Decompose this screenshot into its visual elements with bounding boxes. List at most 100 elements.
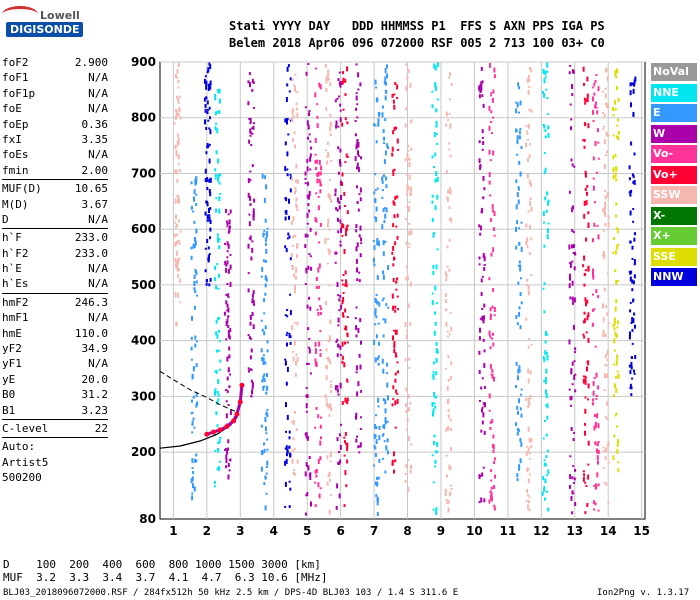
param-name: hmF2 <box>2 295 29 309</box>
interference-column <box>190 176 199 501</box>
param-divider <box>2 228 108 230</box>
param-row: foEp 0.36 <box>2 117 108 132</box>
x-tick-label: 2 <box>203 524 211 538</box>
legend-item-voplus: Vo+ <box>651 165 697 184</box>
f2-trace-point <box>234 411 240 417</box>
param-name: yE <box>2 372 16 386</box>
interference-column <box>173 63 182 327</box>
interference-column <box>628 76 637 397</box>
interference-column <box>391 82 400 474</box>
param-name: fxI <box>2 132 22 146</box>
param-row: foE N/A <box>2 101 108 116</box>
x-tick-label: 12 <box>533 524 550 538</box>
legend-item-nnw: NNW <box>651 268 697 286</box>
param-value: N/A <box>88 148 108 162</box>
param-name: h`Es <box>2 277 29 291</box>
legend-item-vominus: Vo- <box>651 145 697 163</box>
interference-column <box>591 74 600 512</box>
param-row: hmF1 N/A <box>2 310 108 325</box>
param-name: C-level <box>2 421 49 435</box>
footer-version: Ion2Png v. 1.3.17 <box>597 588 690 598</box>
param-value: 22 <box>94 421 108 435</box>
interference-column <box>284 64 292 509</box>
param-value: 233.0 <box>74 231 108 245</box>
param-row: fmin 2.00 <box>2 163 108 178</box>
interference-column <box>314 67 323 508</box>
f2-trace-point <box>231 418 237 424</box>
param-value: 31.2 <box>81 388 109 402</box>
interference-column <box>223 208 232 480</box>
param-name: foE <box>2 102 22 116</box>
x-tick-label: 4 <box>270 524 278 538</box>
x-tick-label: 14 <box>600 524 617 538</box>
param-row: h`F 233.0 <box>2 230 108 245</box>
f2-trace-point <box>204 431 210 437</box>
interference-column <box>431 62 439 516</box>
logo-digisonde-text: DIGISONDE <box>6 22 84 37</box>
footer-file-info: BLJ03_2018096072000.RSF / 284fx512h 50 k… <box>3 588 459 598</box>
f2-trace-point <box>237 399 243 405</box>
param-value: 246.3 <box>74 295 108 309</box>
param-row: yF2 34.9 <box>2 341 108 356</box>
param-divider <box>2 292 108 294</box>
param-row: yE 20.0 <box>2 372 108 387</box>
legend-item-sse: SSE <box>651 247 697 266</box>
interference-column <box>290 73 299 476</box>
interference-column <box>247 72 256 398</box>
y-tick-label: 600 <box>131 222 156 236</box>
y-tick-label: 700 <box>131 166 156 180</box>
x-tick-label: 7 <box>370 524 378 538</box>
param-value: N/A <box>88 86 108 100</box>
x-tick-label: 13 <box>566 524 583 538</box>
param-divider <box>2 437 108 439</box>
param-row: yF1 N/A <box>2 356 108 371</box>
param-value: 3.67 <box>81 197 109 211</box>
y-tick-label: 300 <box>131 389 156 403</box>
param-value: 233.0 <box>74 246 108 260</box>
param-name: M(D) <box>2 197 29 211</box>
interference-column <box>354 63 363 454</box>
interference-column <box>203 62 212 287</box>
param-value: N/A <box>88 71 108 85</box>
interference-column <box>525 67 533 512</box>
header-row-1: Stati YYYY DAY DDD HHMMSS P1 FFS S AXN P… <box>229 19 605 33</box>
plot-frame <box>159 61 646 520</box>
param-name: foF1 <box>2 71 29 85</box>
header-row-2: Belem 2018 Apr06 096 072000 RSF 005 2 71… <box>229 36 605 50</box>
param-name: B1 <box>2 403 16 417</box>
auto-info-line: Artist5 <box>2 455 49 469</box>
logo-swoosh-icon <box>2 6 38 23</box>
interference-column <box>404 63 413 492</box>
param-name: MUF(D) <box>2 182 42 196</box>
legend-item-xminus: X- <box>651 206 697 225</box>
profile-line <box>159 407 240 449</box>
interference-column <box>601 67 610 504</box>
param-value: 3.35 <box>81 132 109 146</box>
parameter-panel: foF2 2.900 foF1 N/A foF1p N/A foE N/A foEp 0.36 fx… <box>2 55 108 486</box>
interference-column <box>444 72 453 513</box>
interference-column <box>488 62 496 511</box>
param-name: B0 <box>2 388 16 402</box>
param-row: fxI 3.35 <box>2 132 108 147</box>
param-divider <box>2 418 108 420</box>
param-value: N/A <box>88 277 108 291</box>
param-name: h`F <box>2 231 22 245</box>
x-tick-label: 8 <box>403 524 411 538</box>
param-name: hmE <box>2 326 22 340</box>
legend-item-ssw: SSW <box>651 186 697 204</box>
interference-column <box>260 173 269 511</box>
x-tick-label: 15 <box>633 524 650 538</box>
legend-item-xplus: X+ <box>651 227 697 245</box>
x-tick-label: 6 <box>336 524 344 538</box>
param-value: N/A <box>88 311 108 325</box>
param-row: hmF2 246.3 <box>2 295 108 310</box>
param-value: 0.36 <box>81 117 109 131</box>
param-value: 20.0 <box>81 372 109 386</box>
auto-info-line: Auto: <box>2 440 36 454</box>
y-tick-label: 80 <box>139 512 156 526</box>
param-name: yF1 <box>2 357 22 371</box>
param-name: D <box>2 212 9 226</box>
interference-column <box>324 63 333 515</box>
interference-column <box>568 64 577 515</box>
